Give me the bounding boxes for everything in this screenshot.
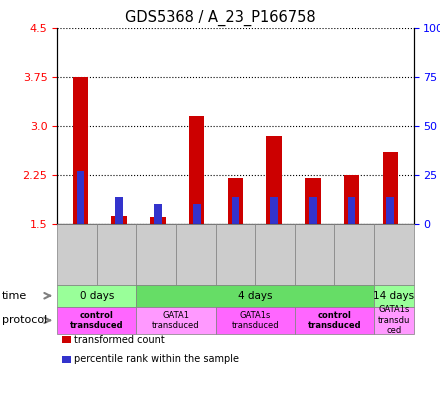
Text: GDS5368 / A_23_P166758: GDS5368 / A_23_P166758 [125, 10, 315, 26]
Text: 0 days: 0 days [80, 291, 114, 301]
Bar [227, 178, 243, 224]
Text: time: time [2, 291, 27, 301]
Text: 14 days: 14 days [373, 291, 414, 301]
Bar [231, 196, 239, 224]
Text: protocol: protocol [2, 315, 48, 325]
Bar [193, 204, 201, 224]
Bar [150, 217, 166, 224]
Bar [73, 77, 88, 224]
Bar [309, 196, 317, 224]
Bar [344, 175, 359, 224]
Text: GATA1s
transduced: GATA1s transduced [231, 310, 279, 330]
Bar [77, 171, 84, 224]
Text: control
transduced: control transduced [70, 310, 124, 330]
Text: GATA1
transduced: GATA1 transduced [152, 310, 200, 330]
Bar [115, 196, 123, 224]
Bar [270, 196, 278, 224]
Text: transformed count: transformed count [74, 334, 165, 345]
Bar [154, 204, 162, 224]
Text: 4 days: 4 days [238, 291, 272, 301]
Bar [111, 216, 127, 224]
Bar [386, 196, 394, 224]
Text: percentile rank within the sample: percentile rank within the sample [74, 354, 239, 364]
Text: GATA1s
transdu
ced: GATA1s transdu ced [378, 305, 410, 335]
Bar [348, 196, 356, 224]
Bar [266, 136, 282, 224]
Bar [189, 116, 205, 224]
Bar [383, 152, 398, 224]
Bar [305, 178, 321, 224]
Text: control
transduced: control transduced [308, 310, 361, 330]
